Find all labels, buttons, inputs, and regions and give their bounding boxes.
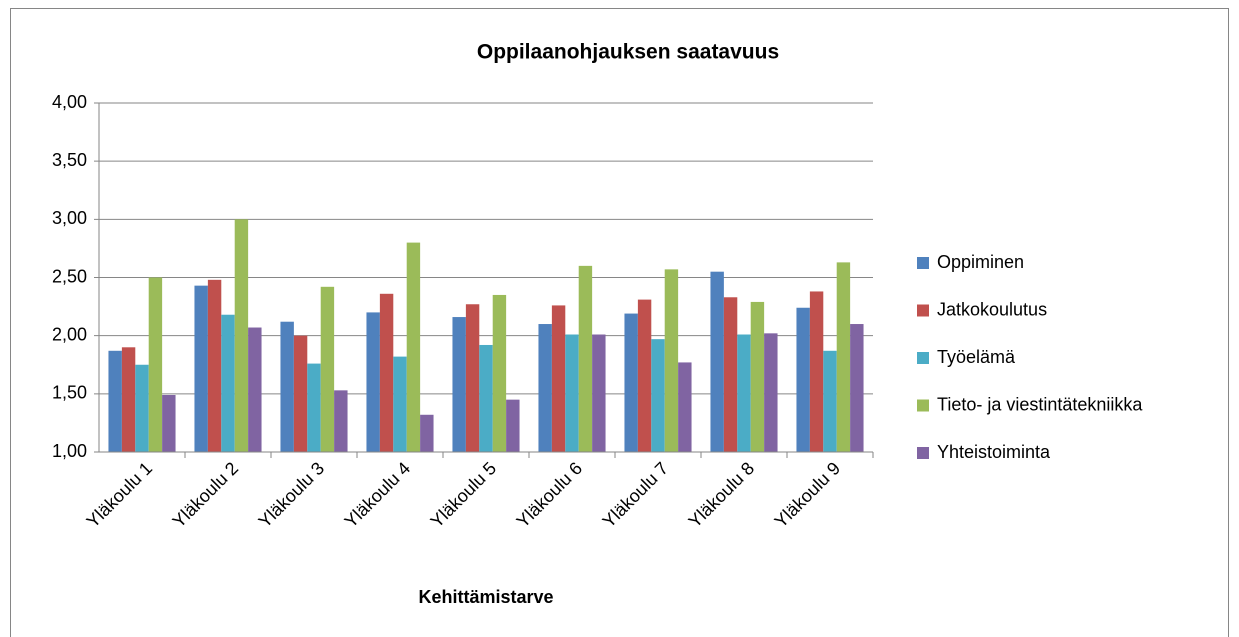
- legend-swatch: [917, 447, 929, 459]
- bar: [248, 327, 262, 452]
- bar: [823, 350, 837, 452]
- legend-swatch: [917, 399, 929, 412]
- bar: [334, 390, 348, 452]
- bar: [737, 334, 751, 452]
- bar: [624, 313, 638, 452]
- bar: [320, 286, 335, 452]
- bar: [565, 334, 579, 452]
- bar: [750, 301, 765, 452]
- bar: [551, 305, 566, 452]
- bar: [506, 399, 520, 452]
- bar: [221, 314, 235, 452]
- bar: [108, 350, 122, 452]
- bar: [578, 265, 593, 452]
- legend-label: Jatkokoulutus: [937, 299, 1047, 319]
- y-tick-label: 3,50: [52, 150, 87, 170]
- legend-swatch: [917, 304, 929, 317]
- bar: [809, 291, 824, 452]
- bar: [379, 293, 394, 452]
- bar: [162, 394, 176, 452]
- bar: [492, 294, 507, 452]
- bar: [538, 324, 552, 452]
- bar: [850, 324, 864, 452]
- bar: [406, 242, 421, 452]
- chart-title: Oppilaanohjauksen saatavuus: [477, 41, 779, 64]
- bar: [148, 277, 163, 452]
- bar: [651, 339, 665, 452]
- bar: [637, 299, 652, 452]
- bar: [796, 307, 810, 452]
- y-tick-label: 2,50: [52, 266, 87, 286]
- bar: [280, 321, 294, 452]
- bar: [710, 271, 724, 452]
- bar: [420, 414, 434, 452]
- bar: [452, 317, 466, 452]
- y-tick-label: 4,00: [52, 92, 87, 112]
- y-tick-label: 1,50: [52, 383, 87, 403]
- bar: [234, 219, 249, 452]
- legend-label: Yhteistoiminta: [937, 442, 1051, 462]
- bar: [366, 312, 380, 452]
- y-tick-label: 3,00: [52, 208, 87, 228]
- legend-label: Tieto- ja viestintätekniikka: [937, 394, 1143, 414]
- bar: [194, 285, 208, 452]
- bar: [307, 363, 321, 452]
- bar: [135, 364, 149, 452]
- bar: [465, 304, 480, 452]
- bar: [678, 362, 692, 452]
- legend-swatch: [917, 257, 929, 269]
- x-axis-title: Kehittämistarve: [418, 587, 553, 607]
- bar: [293, 335, 308, 452]
- bar: [764, 333, 778, 452]
- legend-swatch: [917, 352, 929, 364]
- bar: [207, 279, 222, 452]
- bar: [836, 262, 851, 452]
- bar: [723, 297, 738, 452]
- legend-label: Oppiminen: [937, 252, 1024, 272]
- y-tick-label: 2,00: [52, 324, 87, 344]
- legend-label: Työelämä: [937, 347, 1016, 367]
- bar: [121, 347, 136, 452]
- y-tick-label: 1,00: [52, 441, 87, 461]
- bar: [664, 269, 679, 452]
- bar: [479, 344, 493, 452]
- bar: [393, 356, 407, 452]
- bar: [592, 334, 606, 452]
